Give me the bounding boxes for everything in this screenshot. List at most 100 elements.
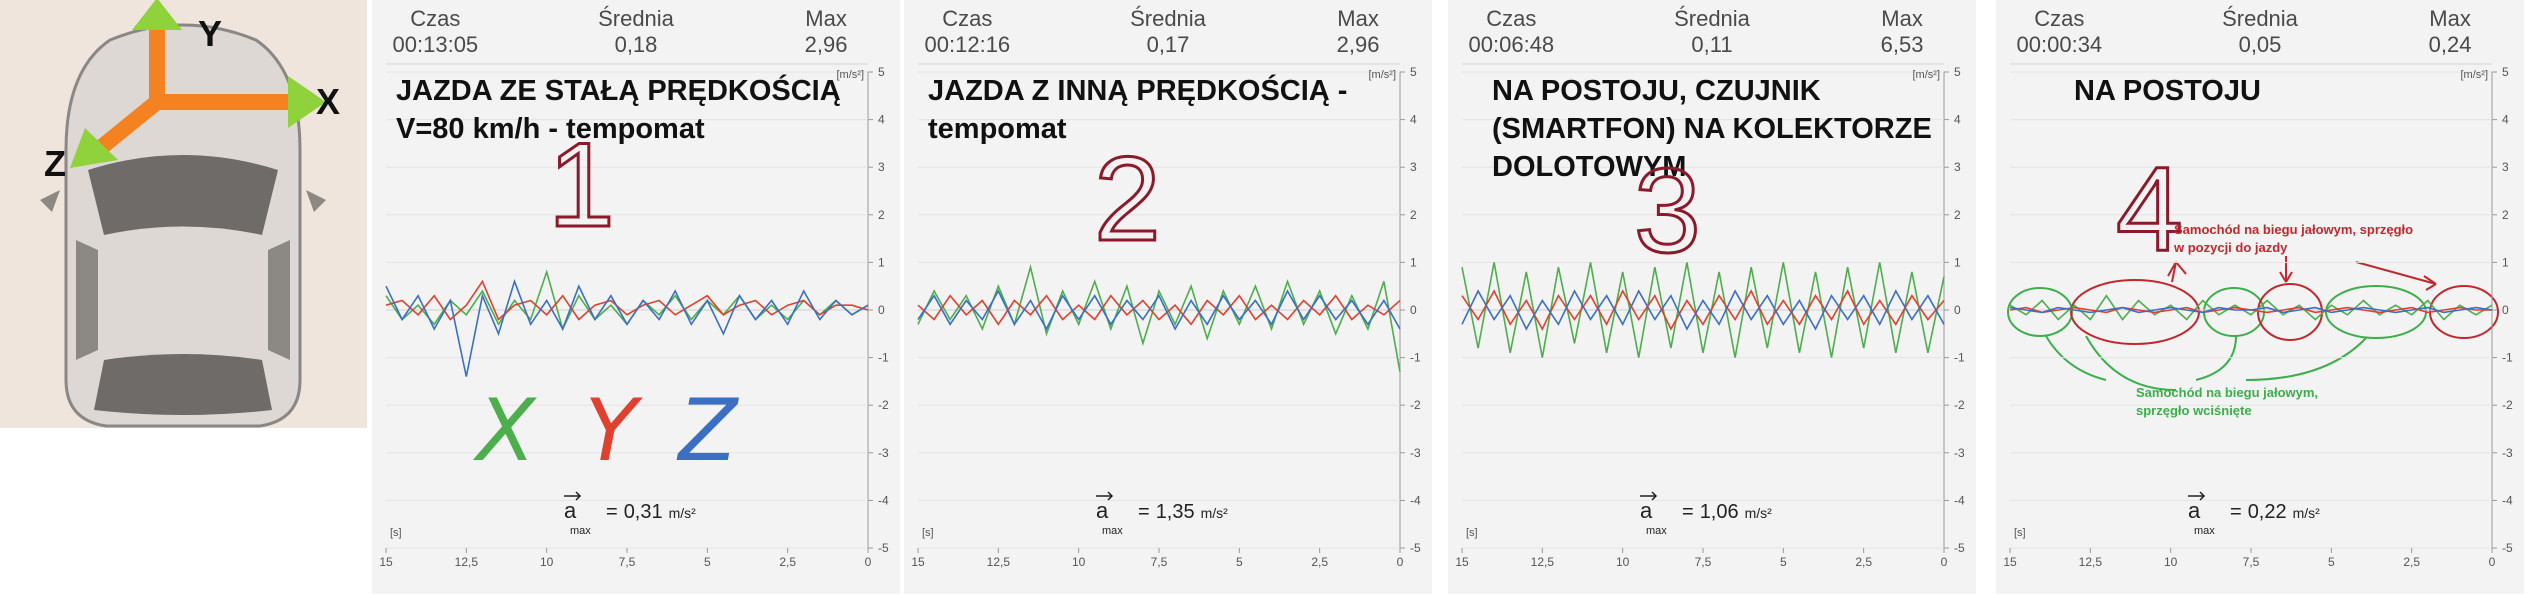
- vector-arrow: [2188, 491, 2206, 501]
- y-tick-label: 5: [1954, 65, 1961, 79]
- red-arrow: [2167, 261, 2187, 283]
- hand-number: 1: [548, 118, 615, 252]
- a-max: = 0,22 m/s²: [2230, 501, 2320, 523]
- green-arrows: [2045, 335, 2367, 391]
- x-unit: [s]: [922, 527, 934, 539]
- y-tick-label: -4: [1954, 493, 1965, 507]
- x-tick-label: 15: [1455, 555, 1469, 569]
- hand-note: Samochód na biegu jałowym, sprzęgło: [2174, 222, 2413, 237]
- y-tick-label: -4: [1410, 493, 1421, 507]
- axes: [86, 22, 308, 162]
- annotation: (SMARTFON) NA KOLEKTORZE: [1492, 113, 1932, 145]
- a-relation: =: [2230, 501, 2242, 523]
- a-subscript: max: [1646, 525, 1667, 537]
- stat-label: Max: [1881, 6, 1923, 31]
- x-tick-label: 0: [2489, 555, 2496, 569]
- series-line: [2009, 306, 2493, 314]
- x-tick-label: 7,5: [2243, 555, 2260, 569]
- stat-value: 0,05: [2239, 32, 2282, 57]
- annotation: NA POSTOJU: [2074, 75, 2261, 107]
- y-tick-label: 0: [1954, 303, 1961, 317]
- axis-label: Y: [198, 13, 222, 54]
- stat-value: 00:00:34: [2017, 32, 2103, 57]
- arrow-x: [288, 76, 326, 128]
- x-tick-label: 12,5: [2079, 555, 2103, 569]
- y-tick-label: 2: [878, 208, 885, 222]
- y-tick-label: -5: [878, 541, 889, 555]
- legend-letter: X: [473, 381, 538, 481]
- a-max: = 1,35 m/s²: [1138, 501, 1228, 523]
- a-value: 1,06: [1700, 501, 1739, 523]
- panel-background: [1448, 0, 1976, 594]
- a-relation: =: [1138, 501, 1150, 523]
- vector-arrow: [1640, 491, 1658, 501]
- hand-number: 2: [1094, 132, 1161, 266]
- x-tick-label: 10: [1616, 555, 1630, 569]
- series-line: [385, 279, 869, 321]
- y-tick-label: 1: [1410, 255, 1417, 269]
- x-tick-label: 12,5: [987, 555, 1011, 569]
- vector-arrow: [1096, 491, 1114, 501]
- series-line: [917, 294, 1401, 326]
- series-line: [1461, 262, 1945, 358]
- y-tick-label: -3: [1410, 446, 1421, 460]
- y-tick-label: -1: [1954, 351, 1965, 365]
- red-arrow: [2355, 261, 2437, 291]
- series-line: [1461, 289, 1945, 331]
- x-tick-label: 5: [1236, 555, 1243, 569]
- a-subscript: max: [2194, 525, 2215, 537]
- legend-letter: Y: [585, 381, 644, 481]
- annotation: JAZDA ZE STAŁĄ PRĘDKOŚCIĄ: [396, 73, 841, 107]
- a-relation: =: [606, 501, 618, 523]
- axis-label: Z: [44, 143, 66, 184]
- stat-label: Max: [2429, 6, 2471, 31]
- stat-value: 00:06:48: [1469, 32, 1555, 57]
- stat-label: Czas: [1486, 6, 1536, 31]
- y-tick-label: -1: [1410, 351, 1421, 365]
- y-tick-label: -5: [1410, 541, 1421, 555]
- x-tick-label: 10: [1072, 555, 1086, 569]
- y-tick-label: -4: [2502, 493, 2513, 507]
- stat-label: Czas: [410, 6, 460, 31]
- y-tick-label: -2: [2502, 398, 2513, 412]
- y-tick-label: -1: [2502, 351, 2513, 365]
- y-tick-label: 3: [1954, 160, 1961, 174]
- y-unit: [m/s²]: [1913, 69, 1941, 81]
- stat-label: Średnia: [1674, 6, 1751, 31]
- car-diagram: Y X Z: [0, 0, 367, 428]
- y-tick-label: -3: [878, 446, 889, 460]
- stat-value: 2,96: [805, 32, 848, 57]
- y-tick-label: 3: [1410, 160, 1417, 174]
- stat-value: 00:13:05: [393, 32, 479, 57]
- y-tick-label: 3: [878, 160, 885, 174]
- arrow-z: [70, 128, 118, 168]
- x-tick-label: 2,5: [1855, 555, 1872, 569]
- x-tick-label: 7,5: [619, 555, 636, 569]
- annotation: tempomat: [928, 113, 1067, 145]
- x-tick-label: 7,5: [1151, 555, 1168, 569]
- side-windows: [76, 240, 290, 360]
- stat-label: Średnia: [2222, 6, 2299, 31]
- y-tick-label: -4: [878, 493, 889, 507]
- x-tick-label: 2,5: [779, 555, 796, 569]
- a-unit: m/s²: [1201, 505, 1229, 521]
- stat-label: Średnia: [598, 6, 675, 31]
- x-tick-label: 15: [2003, 555, 2017, 569]
- y-tick-label: 4: [1954, 113, 1961, 127]
- stat-value: 0,11: [1691, 32, 1732, 57]
- panel-background: [904, 0, 1432, 594]
- y-tick-label: 3: [2502, 160, 2509, 174]
- y-unit: [m/s²]: [1369, 69, 1397, 81]
- x-tick-label: 0: [1941, 555, 1948, 569]
- y-tick-label: 2: [1954, 208, 1961, 222]
- x-tick-label: 5: [2328, 555, 2335, 569]
- y-tick-label: -1: [878, 351, 889, 365]
- windshield: [88, 155, 278, 235]
- x-tick-label: 12,5: [1531, 555, 1555, 569]
- red-arrow: [2279, 256, 2293, 283]
